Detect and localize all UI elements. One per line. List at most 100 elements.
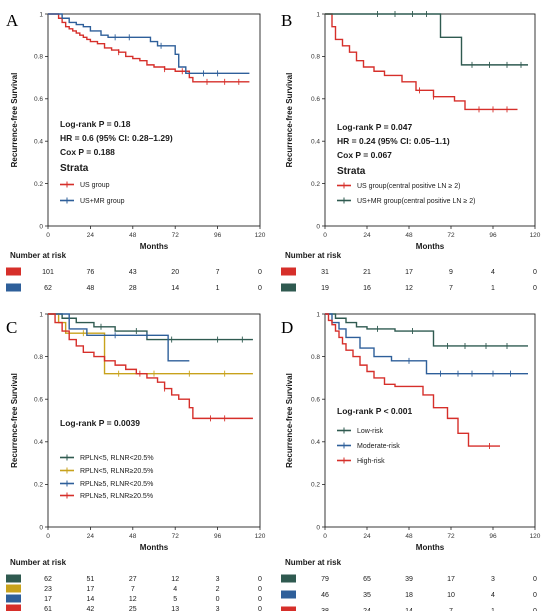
legend-title: Strata bbox=[60, 163, 89, 174]
risk-count: 61 bbox=[44, 606, 52, 611]
x-tick-label: 0 bbox=[46, 533, 50, 540]
risk-count: 7 bbox=[449, 285, 453, 292]
risk-count: 62 bbox=[44, 285, 52, 292]
risk-count: 14 bbox=[405, 608, 413, 611]
y-axis-title: Recurrence-free Survival bbox=[10, 373, 19, 468]
y-tick-label: 1 bbox=[316, 311, 320, 318]
risk-row-swatch bbox=[6, 283, 21, 292]
x-tick-label: 72 bbox=[447, 533, 455, 540]
risk-count: 101 bbox=[42, 269, 54, 276]
legend-label: US+MR group bbox=[80, 198, 125, 205]
x-tick-label: 0 bbox=[323, 533, 327, 540]
x-tick-label: 24 bbox=[87, 533, 95, 540]
y-tick-label: 1 bbox=[39, 311, 43, 318]
x-tick-label: 96 bbox=[489, 533, 497, 540]
x-tick-label: 120 bbox=[530, 533, 541, 540]
stat-annotation: Cox P = 0.067 bbox=[337, 150, 392, 160]
x-tick-label: 96 bbox=[214, 232, 222, 239]
risk-count: 1 bbox=[216, 285, 220, 292]
x-tick-label: 72 bbox=[172, 533, 180, 540]
survival-curve-2 bbox=[325, 13, 528, 66]
x-tick-label: 48 bbox=[405, 232, 413, 239]
y-axis-title: Recurrence-free Survival bbox=[285, 73, 294, 168]
legend-label: US group bbox=[80, 182, 110, 189]
y-tick-label: 0.4 bbox=[34, 439, 43, 446]
risk-count: 18 bbox=[405, 592, 413, 599]
risk-row-swatch bbox=[281, 267, 296, 276]
x-tick-label: 48 bbox=[129, 232, 137, 239]
risk-count: 1 bbox=[491, 285, 495, 292]
y-tick-label: 0.6 bbox=[34, 397, 43, 404]
survival-curve-4 bbox=[48, 313, 253, 420]
y-axis-title: Recurrence-free Survival bbox=[10, 73, 19, 168]
risk-count: 25 bbox=[129, 606, 137, 611]
x-tick-label: 24 bbox=[363, 232, 371, 239]
stat-annotation: HR = 0.24 (95% CI: 0.05–1.1) bbox=[337, 136, 450, 146]
panel-letter: D bbox=[281, 318, 293, 337]
x-tick-label: 120 bbox=[255, 232, 266, 239]
risk-count: 7 bbox=[131, 586, 135, 593]
legend-label: RPLN≥5, RLNR<20.5% bbox=[80, 481, 153, 488]
y-tick-label: 0.8 bbox=[311, 54, 320, 61]
risk-count: 17 bbox=[44, 596, 52, 603]
legend-label: Moderate-risk bbox=[357, 443, 400, 450]
risk-count: 3 bbox=[216, 606, 220, 611]
risk-count: 46 bbox=[321, 592, 329, 599]
legend-label: High-risk bbox=[357, 458, 385, 465]
y-tick-label: 0 bbox=[316, 223, 320, 230]
y-tick-label: 0.6 bbox=[311, 96, 320, 103]
x-tick-label: 72 bbox=[447, 232, 455, 239]
y-tick-label: 0 bbox=[39, 223, 43, 230]
x-axis-title: Months bbox=[140, 543, 169, 552]
legend-label: RPLN<5, RLNR<20.5% bbox=[80, 455, 154, 462]
risk-count: 12 bbox=[171, 576, 179, 583]
risk-count: 20 bbox=[171, 269, 179, 276]
x-tick-label: 120 bbox=[255, 533, 266, 540]
risk-count: 4 bbox=[491, 269, 495, 276]
risk-count: 76 bbox=[87, 269, 95, 276]
risk-table-title: Number at risk bbox=[285, 558, 342, 567]
risk-count: 14 bbox=[171, 285, 179, 292]
risk-count: 38 bbox=[321, 608, 329, 611]
y-tick-label: 0.6 bbox=[34, 96, 43, 103]
y-tick-label: 0.2 bbox=[34, 482, 43, 489]
risk-count: 0 bbox=[533, 576, 537, 583]
y-tick-label: 0.4 bbox=[34, 139, 43, 146]
y-tick-label: 0.4 bbox=[311, 439, 320, 446]
panel-letter: A bbox=[6, 11, 19, 30]
survival-curve-3 bbox=[48, 313, 190, 362]
risk-count: 9 bbox=[449, 269, 453, 276]
x-tick-label: 48 bbox=[405, 533, 413, 540]
risk-count: 23 bbox=[44, 586, 52, 593]
risk-count: 21 bbox=[363, 269, 371, 276]
plot-frame bbox=[324, 313, 536, 528]
risk-row-swatch bbox=[281, 283, 296, 292]
stat-annotation: Log-rank P = 0.18 bbox=[60, 119, 131, 129]
legend-label: RPLN<5, RLNR≥20.5% bbox=[80, 468, 153, 475]
x-tick-label: 72 bbox=[172, 232, 180, 239]
risk-count: 42 bbox=[87, 606, 95, 611]
risk-count: 0 bbox=[258, 606, 262, 611]
risk-count: 0 bbox=[533, 269, 537, 276]
y-tick-label: 0 bbox=[316, 524, 320, 531]
y-tick-label: 0.8 bbox=[311, 354, 320, 361]
risk-count: 28 bbox=[129, 285, 137, 292]
risk-row-swatch bbox=[6, 584, 21, 593]
stat-annotation: Log-rank P < 0.001 bbox=[337, 406, 412, 416]
risk-count: 27 bbox=[129, 576, 137, 583]
x-tick-label: 96 bbox=[489, 232, 497, 239]
risk-count: 10 bbox=[447, 592, 455, 599]
risk-count: 0 bbox=[533, 592, 537, 599]
x-tick-label: 0 bbox=[46, 232, 50, 239]
legend-title: Strata bbox=[337, 166, 366, 177]
risk-row-swatch bbox=[281, 574, 296, 583]
risk-count: 0 bbox=[533, 285, 537, 292]
risk-count: 17 bbox=[87, 586, 95, 593]
survival-curve-2 bbox=[48, 13, 250, 75]
y-tick-label: 0.2 bbox=[311, 181, 320, 188]
panel-a: A00.20.40.60.810 24 48 72 96 120Recurrence-fr… bbox=[6, 11, 266, 292]
risk-count: 5 bbox=[173, 596, 177, 603]
risk-count: 39 bbox=[405, 576, 413, 583]
y-tick-label: 0.8 bbox=[34, 54, 43, 61]
x-tick-label: 24 bbox=[363, 533, 371, 540]
